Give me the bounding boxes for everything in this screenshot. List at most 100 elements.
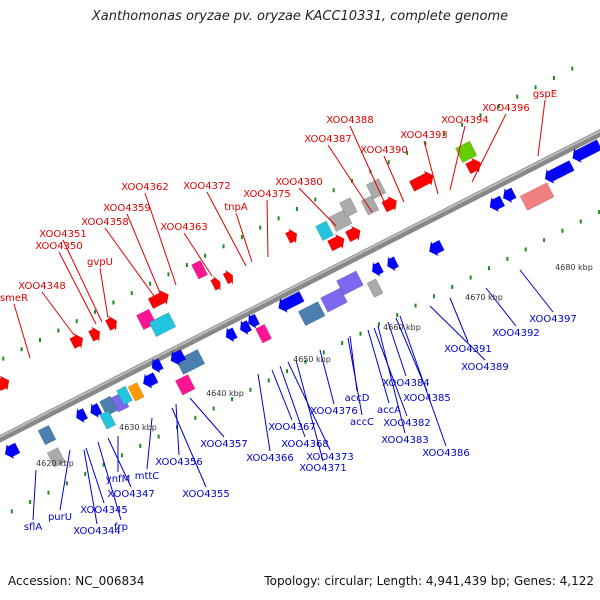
- leader-top: [298, 187, 337, 227]
- gene-cyan: [315, 220, 334, 242]
- leader-bottom: [377, 325, 406, 434]
- gene-forward: [88, 326, 101, 343]
- leader-bottom: [279, 365, 306, 438]
- leader-top: [126, 213, 161, 294]
- gene-label-top: XOO4388: [326, 115, 373, 126]
- gene-label-bottom: accC: [350, 417, 374, 428]
- gene-forward: [408, 170, 434, 192]
- gene-grey: [365, 178, 387, 200]
- gene-reverse: [76, 407, 89, 424]
- tick-top: [222, 244, 225, 249]
- gene-steelblue: [175, 349, 206, 375]
- tick-bottom: [396, 312, 399, 317]
- gene-label-bottom: XOO4376: [310, 406, 357, 417]
- leader-top: [104, 227, 155, 297]
- tick-top: [57, 328, 60, 333]
- tick-bottom: [212, 406, 215, 411]
- leader-top: [349, 125, 387, 207]
- gene-label-bottom: XOO4371: [299, 463, 346, 474]
- tick-top: [38, 337, 41, 342]
- backbone-highlight: [0, 129, 600, 438]
- gene-grey: [360, 195, 380, 216]
- leader-bottom: [59, 449, 71, 511]
- tick-top: [112, 300, 115, 305]
- tick-bottom: [304, 359, 307, 364]
- tick-top: [552, 76, 555, 81]
- leader-top: [144, 192, 177, 286]
- gene-forward: [465, 157, 481, 175]
- label-leaders: [13, 99, 554, 525]
- gene-reverse: [248, 313, 261, 330]
- leader-bottom: [146, 417, 153, 470]
- leader-top: [13, 303, 31, 359]
- leader-top: [471, 113, 507, 183]
- scale-label: 4670 kbp: [465, 293, 503, 302]
- tick-top: [75, 319, 78, 324]
- gene-reverse: [572, 139, 600, 164]
- gene-magenta: [255, 323, 272, 344]
- tick-bottom: [139, 443, 142, 448]
- backbone-line: [0, 129, 600, 443]
- tick-bottom: [267, 378, 270, 383]
- gene-reverse: [142, 372, 159, 389]
- gene-label-bottom: XOO4389: [461, 362, 508, 373]
- gene-forward: [222, 269, 234, 285]
- tick-top: [571, 66, 574, 71]
- genes: [0, 139, 600, 468]
- leader-top: [327, 144, 373, 213]
- gene-reverse: [544, 160, 575, 185]
- gene-reverse: [278, 290, 305, 314]
- backbone: [0, 129, 600, 443]
- leader-bottom: [449, 297, 469, 343]
- gene-reverse: [170, 349, 187, 366]
- leader-top: [449, 125, 466, 191]
- tick-bottom: [286, 369, 289, 374]
- gene-grey: [46, 447, 66, 468]
- gene-label-top: XOO4372: [183, 181, 230, 192]
- gene-label-bottom: XOO4385: [403, 393, 450, 404]
- gene-label-top: XOO4359: [103, 203, 150, 214]
- scale-labels: 4620 kbp 4630 kbp 4640 kbp 4650 kbp 4660 kbp…: [36, 263, 593, 468]
- tick-bottom: [341, 341, 344, 346]
- scale-label: 4660 kbp: [383, 323, 421, 332]
- gene-label-top: XOO4390: [360, 145, 407, 156]
- genome-map: 4620 kbp 4630 kbp 4640 kbp 4650 kbp 4660 kbp…: [0, 66, 600, 537]
- gene-label-bottom: ynfM: [106, 474, 130, 485]
- leader-bottom: [189, 397, 225, 438]
- leader-top: [235, 212, 253, 263]
- gene-label-top: smeR: [0, 293, 28, 304]
- tick-top: [259, 225, 262, 230]
- gene-label-top: XOO4396: [482, 103, 529, 114]
- tick-bottom: [451, 284, 454, 289]
- leader-bottom: [373, 327, 408, 417]
- leader-bottom: [429, 305, 486, 361]
- tick-top: [424, 141, 427, 146]
- tick-bottom: [10, 509, 13, 514]
- gene-magenta: [175, 374, 196, 396]
- leader-bottom: [175, 403, 180, 456]
- gene-label-bottom: XOO4347: [107, 489, 154, 500]
- tick-bottom: [432, 294, 435, 299]
- gene-forward: [344, 225, 361, 243]
- leader-bottom: [349, 335, 358, 392]
- tick-bottom: [506, 256, 509, 261]
- gene-label-bottom: XOO4345: [80, 505, 127, 516]
- gene-grey: [339, 197, 358, 218]
- tick-bottom: [469, 275, 472, 280]
- leader-bottom: [107, 437, 132, 488]
- gene-reverse: [387, 255, 400, 272]
- leader-bottom: [287, 361, 331, 451]
- tick-top: [332, 188, 335, 193]
- tick-top: [240, 234, 243, 239]
- gene-violet: [336, 270, 364, 296]
- tick-bottom: [47, 490, 50, 495]
- tick-bottom: [524, 247, 527, 252]
- gene-label-bottom: XOO4355: [182, 489, 229, 500]
- gene-label-top: XOO4348: [18, 281, 65, 292]
- gene-reverse: [225, 326, 238, 343]
- leader-bottom: [257, 373, 271, 452]
- leader-top: [99, 267, 109, 319]
- leader-top: [183, 232, 213, 277]
- leader-bottom: [271, 369, 293, 421]
- gene-forward: [285, 228, 298, 245]
